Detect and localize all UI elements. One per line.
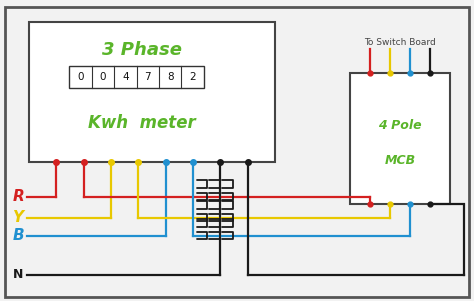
Text: 7: 7 (145, 72, 151, 82)
Text: 4: 4 (122, 72, 128, 82)
Text: 3 Phase: 3 Phase (102, 41, 182, 59)
Text: 2: 2 (190, 72, 196, 82)
Text: 0: 0 (100, 72, 106, 82)
Text: 4 Pole: 4 Pole (378, 119, 422, 132)
Text: Y: Y (12, 210, 24, 225)
FancyBboxPatch shape (350, 73, 450, 204)
Text: R: R (12, 189, 24, 204)
FancyBboxPatch shape (29, 22, 275, 163)
Text: Kwh  meter: Kwh meter (88, 114, 196, 132)
FancyBboxPatch shape (69, 66, 204, 88)
Text: N: N (12, 268, 23, 281)
Text: 0: 0 (77, 72, 84, 82)
Text: To Switch Board: To Switch Board (364, 38, 436, 47)
Text: B: B (12, 228, 24, 244)
Text: MCB: MCB (384, 154, 416, 167)
Text: 8: 8 (167, 72, 173, 82)
